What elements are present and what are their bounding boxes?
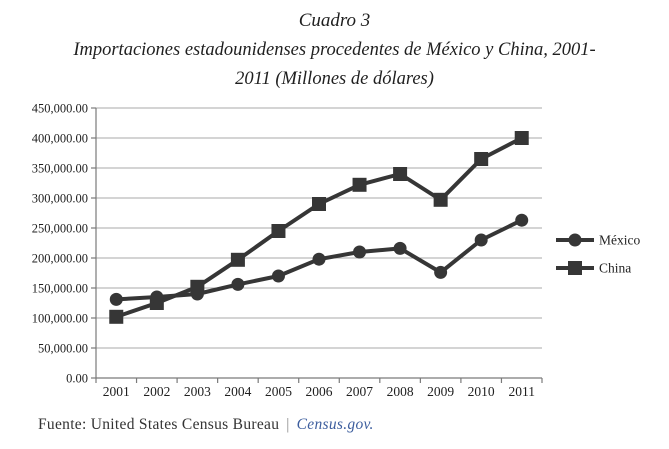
mexico-data-point [109, 292, 123, 306]
china-data-point [352, 177, 367, 192]
x-axis-tick-label: 2005 [265, 384, 292, 399]
x-axis-tick-label: 2001 [103, 384, 130, 399]
y-axis-tick-label: 150,000.00 [32, 281, 88, 295]
series-layer [109, 131, 529, 324]
china-data-point [230, 252, 245, 267]
mexico-data-point [353, 245, 367, 259]
x-axis-tick-label: 2006 [306, 384, 333, 399]
china-data-point [433, 192, 448, 207]
mexico-data-point [434, 265, 448, 279]
mexico-data-point [190, 287, 204, 301]
y-axis-tick-label: 0.00 [66, 371, 88, 385]
mexico-data-point [150, 290, 164, 304]
mexico-data-point [515, 213, 529, 227]
mexico-data-point [271, 269, 285, 283]
census-gov-link[interactable]: Census.gov. [296, 416, 374, 433]
x-axis-tick-label: 2011 [508, 384, 535, 399]
mexico-data-point [312, 252, 326, 266]
x-axis-tick-label: 2010 [468, 384, 495, 399]
source-text: Fuente: United States Census Bureau [38, 416, 280, 433]
legend: México China [556, 233, 640, 276]
china-data-point [474, 152, 489, 166]
legend-circle-marker-icon [568, 233, 582, 247]
mexico-data-point [393, 241, 407, 255]
x-axis-tick-label: 2008 [387, 384, 414, 399]
legend-item-china: China [556, 261, 631, 276]
china-data-point [393, 167, 408, 181]
y-axis-tick-label: 300,000.00 [32, 191, 88, 205]
x-axis-tick-label: 2007 [346, 384, 373, 399]
china-data-point [312, 197, 326, 211]
x-axis-tick-label: 2002 [143, 384, 170, 399]
china-data-point [271, 224, 286, 238]
legend-item-mexico: México [556, 233, 640, 248]
y-axis-tick-label: 350,000.00 [32, 161, 88, 175]
legend-label-mexico: México [599, 233, 640, 248]
china-data-point [109, 309, 124, 324]
y-axis-tick-label: 100,000.00 [32, 311, 88, 325]
legend-label-china: China [599, 261, 631, 276]
y-axis-tick-label: 400,000.00 [32, 131, 88, 145]
legend-square-marker-icon [568, 261, 582, 275]
china-data-point [514, 131, 529, 145]
x-axis-tick-label: 2009 [427, 384, 454, 399]
axis-layer [91, 107, 543, 383]
y-axis-tick-label: 200,000.00 [32, 251, 88, 265]
mexico-data-point [474, 233, 488, 247]
x-axis-labels: 2001 2002 2003 2004 2005 2006 2007 2008 2009 2010… [103, 384, 535, 399]
source-note: Fuente: United States Census Bureau | Cens… [38, 416, 374, 434]
title-block: Cuadro 3 Importaciones estadounidenses p… [0, 6, 669, 94]
y-axis-labels: 0.00 50,000.00 100,000.00 150,000.00 200,000… [32, 101, 88, 385]
y-axis-tick-label: 450,000.00 [32, 101, 88, 115]
y-axis-tick-label: 250,000.00 [32, 221, 88, 235]
grid-layer [96, 107, 542, 349]
chart-subtitle-line2: 2011 (Millones de dólares) [235, 69, 434, 89]
x-axis-tick-label: 2003 [184, 384, 211, 399]
mexico-data-point [231, 277, 245, 291]
chart-title: Cuadro 3 [298, 10, 371, 31]
source-separator: | [286, 416, 290, 433]
y-axis-tick-label: 50,000.00 [38, 341, 88, 355]
china-line [115, 136, 523, 319]
x-axis-tick-label: 2004 [224, 384, 251, 399]
chart-subtitle-line1: Importaciones estadounidenses procedente… [73, 40, 596, 60]
